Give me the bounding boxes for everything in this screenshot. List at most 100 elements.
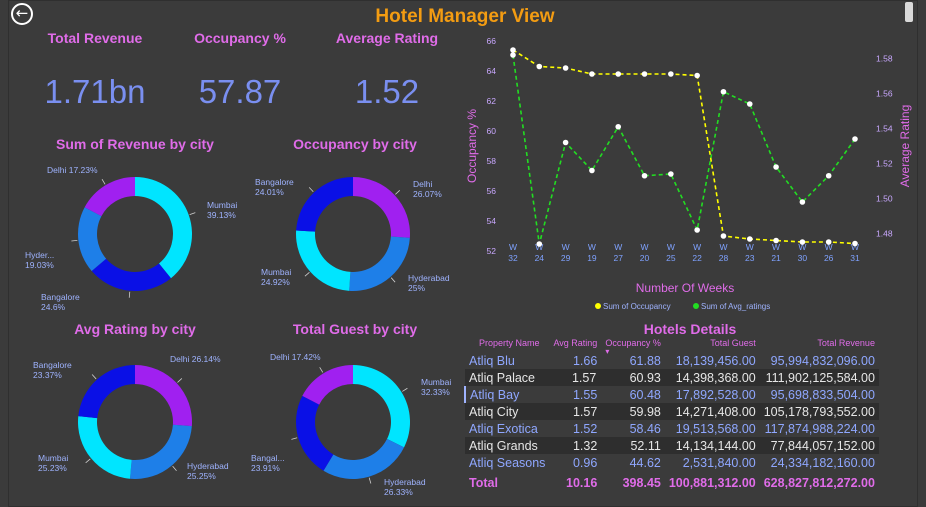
data-point-sum-of-avg-ratings[interactable] bbox=[668, 171, 674, 177]
donut-slice-hyderabad[interactable] bbox=[323, 438, 405, 479]
hotels-details-table[interactable]: Property Name Avg Rating Occupancy % ▾ Total… bbox=[463, 338, 879, 491]
donut-label-delhi: Delhi 26.07% bbox=[413, 179, 442, 199]
data-point-sum-of-occupancy[interactable] bbox=[746, 236, 753, 242]
column-header-total-revenue[interactable]: Total Revenue bbox=[817, 338, 875, 348]
column-header-total-guest[interactable]: Total Guest bbox=[710, 338, 756, 348]
data-point-sum-of-avg-ratings[interactable] bbox=[799, 199, 806, 205]
table-cell-avg-rating: 1.57 bbox=[572, 404, 598, 419]
data-point-sum-of-avg-ratings[interactable] bbox=[694, 227, 700, 233]
data-point-sum-of-occupancy[interactable] bbox=[773, 237, 779, 244]
donut-slice-mumbai[interactable] bbox=[135, 177, 192, 279]
table-cell-total-revenue: 95,698,833,504.00 bbox=[770, 387, 875, 402]
occupancy-rating-line-chart[interactable]: 52 54 56 58 60 62 64 66 1.48 1.50 1.52 1.54 1.56 1.58… bbox=[458, 28, 923, 318]
table-cell-occupancy: 60.48 bbox=[629, 387, 661, 402]
data-point-sum-of-avg-ratings[interactable] bbox=[615, 123, 622, 130]
column-header-occupancy[interactable]: Occupancy % ▾ bbox=[605, 338, 661, 356]
table-row[interactable]: Atliq Exotica 1.52 58.46 19,513,568.00 117,8… bbox=[465, 420, 879, 437]
data-point-sum-of-avg-ratings[interactable] bbox=[852, 136, 858, 142]
series-line-sum-of-occupancy[interactable] bbox=[512, 49, 856, 245]
back-arrow-icon[interactable]: ← bbox=[11, 3, 33, 25]
data-point-sum-of-occupancy[interactable] bbox=[562, 65, 569, 71]
data-point-sum-of-occupancy[interactable] bbox=[641, 71, 648, 77]
donut-label-delhi: Delhi 17.42% bbox=[270, 352, 321, 362]
donut-label-bangalore: Bangal... 23.91% bbox=[251, 453, 285, 473]
x-tick-label: W 25 bbox=[666, 242, 676, 263]
table-cell-avg-rating: 0.96 bbox=[572, 455, 598, 470]
x-tick-label: W 24 bbox=[535, 242, 545, 263]
donut-slice-hyderabad[interactable] bbox=[77, 207, 107, 272]
data-point-sum-of-avg-ratings[interactable] bbox=[589, 167, 595, 174]
data-point-sum-of-occupancy[interactable] bbox=[536, 63, 543, 70]
table-total-row: Total 10.16 398.45 100,881,312.00 628,827,81… bbox=[465, 471, 879, 491]
data-point-sum-of-avg-ratings[interactable] bbox=[510, 52, 516, 58]
data-point-sum-of-avg-ratings[interactable] bbox=[536, 241, 543, 247]
total-cell-avg-rating: 10.16 bbox=[566, 475, 598, 490]
occupancy-by-city-donut[interactable]: Delhi 26.07% Hyderabad 25% Mumbai 24.92% Banga… bbox=[240, 160, 460, 310]
y-tick-label: 56 bbox=[487, 186, 497, 196]
table-row[interactable]: Atliq Bay 1.55 60.48 17,892,528.00 95,698,83… bbox=[463, 386, 879, 403]
donut-slice-hyderabad[interactable] bbox=[349, 236, 410, 291]
donut-slice-delhi[interactable] bbox=[84, 177, 135, 217]
data-point-sum-of-occupancy[interactable] bbox=[825, 239, 832, 245]
x-tick-label: W 23 bbox=[745, 242, 755, 263]
column-header-avg-rating[interactable]: Avg Rating bbox=[553, 338, 598, 348]
donut-slice-hyderabad[interactable] bbox=[130, 424, 192, 479]
data-point-sum-of-occupancy[interactable] bbox=[615, 71, 622, 77]
table-row[interactable]: Atliq Blu 1.66 61.88 18,139,456.00 95,994,83… bbox=[465, 352, 879, 369]
x-tick-label: W 28 bbox=[719, 242, 729, 263]
donut-slice-mumbai[interactable] bbox=[353, 365, 410, 448]
leader-line bbox=[402, 387, 408, 392]
scrollbar[interactable] bbox=[905, 2, 913, 22]
table-row[interactable]: Atliq Grands 1.32 52.11 14,134,144.00 77,844… bbox=[465, 437, 879, 454]
column-header-property-name[interactable]: Property Name bbox=[479, 338, 540, 348]
y-tick-label: 62 bbox=[487, 96, 497, 106]
legend-label[interactable]: Sum of Avg_ratings bbox=[701, 302, 770, 311]
x-tick-label: W 32 bbox=[508, 242, 518, 263]
donut-slice-mumbai[interactable] bbox=[296, 230, 351, 291]
donut-slice-bangalore[interactable] bbox=[296, 395, 334, 471]
data-point-sum-of-occupancy[interactable] bbox=[510, 47, 516, 53]
donut-slice-mumbai[interactable] bbox=[78, 416, 132, 479]
donut-slice-delhi[interactable] bbox=[302, 365, 353, 405]
revenue-by-city-donut[interactable]: Mumbai 39.13% Bangalore 24.6% Hyder... 19.03%… bbox=[15, 160, 250, 310]
table-row[interactable]: Atliq City 1.57 59.98 14,271,408.00 105,178,… bbox=[465, 403, 879, 420]
kpi-total-revenue-label: Total Revenue bbox=[47, 30, 143, 46]
y-axis-title: Occupancy % bbox=[465, 109, 479, 183]
data-point-sum-of-occupancy[interactable] bbox=[799, 239, 806, 245]
donut-slice-delhi[interactable] bbox=[353, 177, 410, 238]
data-point-sum-of-occupancy[interactable] bbox=[720, 233, 727, 239]
data-point-sum-of-occupancy[interactable] bbox=[694, 72, 700, 79]
data-point-sum-of-occupancy[interactable] bbox=[589, 71, 595, 77]
data-point-sum-of-avg-ratings[interactable] bbox=[746, 101, 753, 107]
series-line-sum-of-avg-ratings[interactable] bbox=[512, 54, 856, 245]
y2-tick-label: 1.52 bbox=[876, 159, 893, 169]
donut-slice-bangalore[interactable] bbox=[296, 177, 353, 232]
donut-label-bangalore: Bangalore 24.6% bbox=[41, 292, 80, 310]
y2-axis-title: Average Rating bbox=[898, 105, 912, 188]
data-point-sum-of-avg-ratings[interactable] bbox=[720, 88, 727, 95]
legend-label[interactable]: Sum of Occupancy bbox=[603, 302, 671, 311]
donut-slice-bangalore[interactable] bbox=[78, 365, 135, 419]
data-point-sum-of-avg-ratings[interactable] bbox=[773, 164, 779, 170]
y2-tick-label: 1.48 bbox=[876, 229, 893, 239]
table-cell-total-guest: 14,134,144.00 bbox=[675, 438, 756, 453]
leader-line bbox=[390, 277, 396, 283]
sort-desc-icon[interactable]: ▾ bbox=[605, 347, 610, 356]
data-point-sum-of-avg-ratings[interactable] bbox=[825, 172, 832, 179]
y-tick-label: 52 bbox=[487, 246, 497, 256]
total-guest-by-city-donut[interactable]: Mumbai 32.33% Hyderabad 26.33% Bangal... 23.9… bbox=[240, 345, 465, 500]
total-cell-total-guest: 100,881,312.00 bbox=[668, 475, 756, 490]
table-cell-occupancy: 60.93 bbox=[629, 370, 661, 385]
data-point-sum-of-occupancy[interactable] bbox=[668, 71, 674, 77]
data-point-sum-of-avg-ratings[interactable] bbox=[562, 139, 569, 146]
data-point-sum-of-occupancy[interactable] bbox=[852, 240, 858, 247]
donut-slice-bangalore[interactable] bbox=[91, 258, 171, 291]
donut-slice-delhi[interactable] bbox=[135, 365, 192, 427]
table-row[interactable]: Atliq Seasons 0.96 44.62 2,531,840.00 24,334… bbox=[465, 454, 879, 471]
leader-line bbox=[91, 374, 97, 380]
data-point-sum-of-avg-ratings[interactable] bbox=[641, 172, 648, 179]
leader-line bbox=[368, 477, 372, 484]
table-row[interactable]: Atliq Palace 1.57 60.93 14,398,368.00 111,90… bbox=[465, 369, 879, 386]
avg-rating-by-city-donut[interactable]: Delhi 26.14% Hyderabad 25.25% Mumbai 25.23% B… bbox=[15, 345, 250, 500]
x-tick-label: W 26 bbox=[824, 242, 834, 263]
